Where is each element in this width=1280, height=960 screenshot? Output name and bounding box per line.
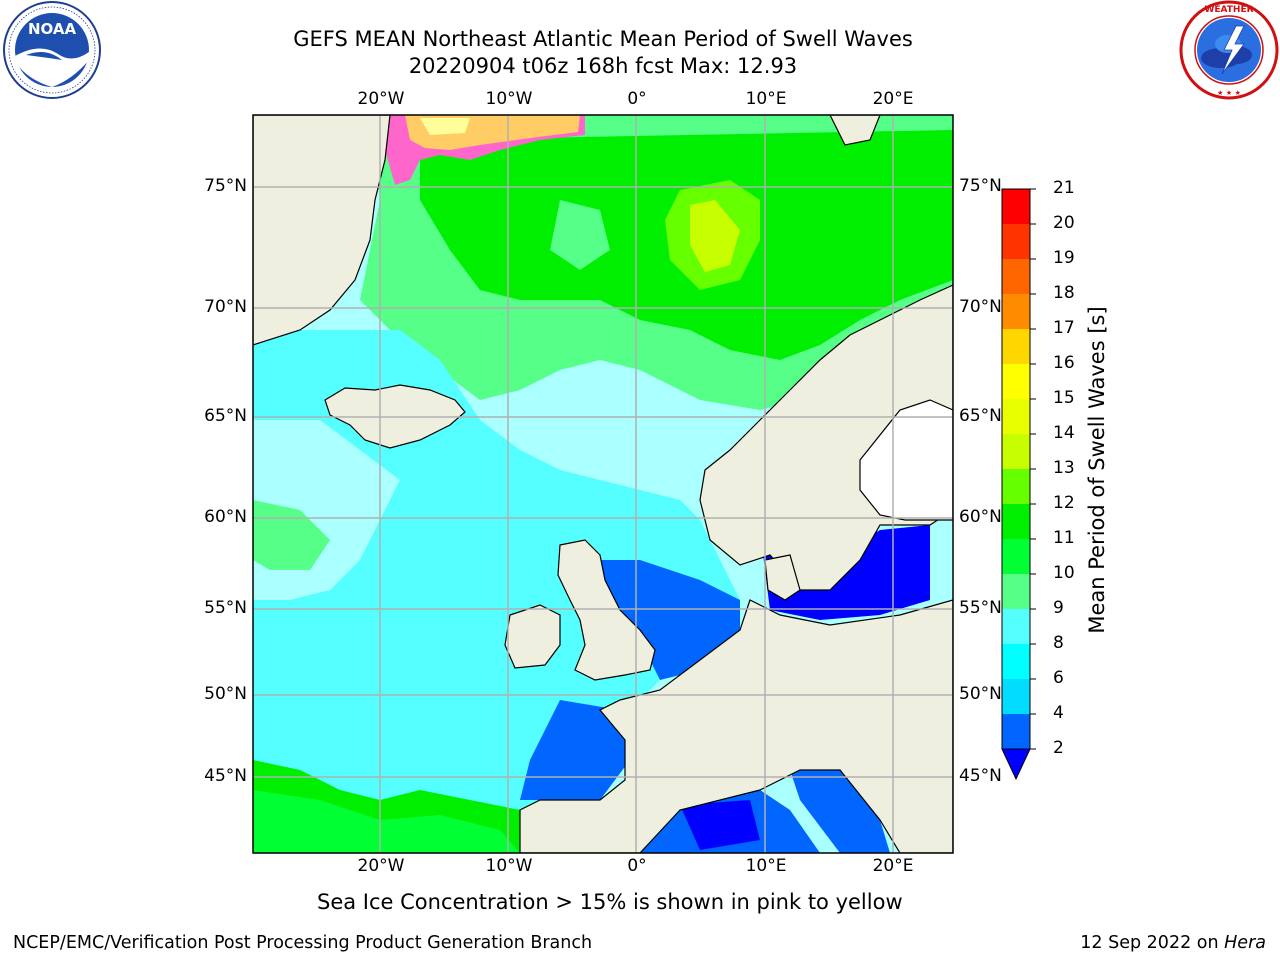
nws-logo: WEATHER ★ ★ ★ xyxy=(1179,0,1279,100)
colorbar-tick-label: 14 xyxy=(1053,423,1075,443)
colorbar-tick-label: 4 xyxy=(1053,703,1064,723)
lon-label-bottom: 0° xyxy=(627,856,647,876)
lat-label-right: 50°N xyxy=(959,684,1002,704)
lat-label-left: 45°N xyxy=(204,766,247,786)
colorbar-tick-label: 15 xyxy=(1053,388,1075,408)
colorbar-tick-label: 12 xyxy=(1053,493,1075,513)
colorbar-segment xyxy=(1002,329,1030,365)
colorbar-segment xyxy=(1002,399,1030,435)
lat-label-left: 75°N xyxy=(204,176,247,196)
colorbar-tick-label: 11 xyxy=(1053,528,1075,548)
lon-label-top: 20°W xyxy=(357,89,405,109)
colorbar-tick-label: 6 xyxy=(1053,668,1064,688)
lon-label-bottom: 10°W xyxy=(485,856,533,876)
colorbar-segment xyxy=(1002,259,1030,295)
footer-machine: Hera xyxy=(1224,933,1266,953)
colorbar-tick-label: 17 xyxy=(1053,318,1075,338)
colorbar xyxy=(1001,188,1036,781)
colorbar-tick-label: 10 xyxy=(1053,563,1075,583)
map-title: GEFS MEAN Northeast Atlantic Mean Period… xyxy=(293,27,913,51)
colorbar-tick-label: 18 xyxy=(1053,283,1075,303)
lon-label-top: 10°E xyxy=(745,89,787,109)
map-subtitle: 20220904 t06z 168h fcst Max: 12.93 xyxy=(408,54,798,78)
lon-label-bottom: 10°E xyxy=(745,856,787,876)
lon-label-top: 10°W xyxy=(485,89,533,109)
colorbar-label: Mean Period of Swell Waves [s] xyxy=(1085,306,1109,634)
footer-date: 12 Sep 2022 on Hera xyxy=(1080,933,1266,953)
graticule xyxy=(253,115,953,853)
colorbar-tick-label: 20 xyxy=(1053,213,1075,233)
lat-label-right: 45°N xyxy=(959,766,1002,786)
colorbar-segment xyxy=(1002,644,1030,680)
colorbar-segment xyxy=(1002,469,1030,505)
lat-label-right: 60°N xyxy=(959,507,1002,527)
lat-label-left: 60°N xyxy=(204,507,247,527)
footer-credit: NCEP/EMC/Verification Post Processing Pr… xyxy=(13,933,593,953)
colorbar-segment xyxy=(1002,609,1030,645)
colorbar-segment xyxy=(1002,504,1030,540)
lat-label-right: 55°N xyxy=(959,598,1002,618)
colorbar-segment xyxy=(1002,189,1030,225)
lat-label-left: 65°N xyxy=(204,406,247,426)
lat-label-left: 70°N xyxy=(204,297,247,317)
colorbar-tick-label: 19 xyxy=(1053,248,1075,268)
lat-label-left: 55°N xyxy=(204,598,247,618)
lon-label-top: 0° xyxy=(627,89,647,109)
colorbar-segment xyxy=(1002,679,1030,715)
svg-text:NOAA: NOAA xyxy=(28,20,77,38)
noaa-logo: NOAA xyxy=(3,1,101,99)
colorbar-tick-label: 21 xyxy=(1053,178,1075,198)
colorbar-segment xyxy=(1002,539,1030,575)
sea-ice-note: Sea Ice Concentration > 15% is shown in … xyxy=(317,890,903,914)
svg-text:★ ★ ★: ★ ★ ★ xyxy=(1217,89,1241,97)
colorbar-segment xyxy=(1002,574,1030,610)
lon-label-bottom: 20°W xyxy=(357,856,405,876)
lat-label-right: 65°N xyxy=(959,406,1002,426)
lat-label-right: 75°N xyxy=(959,176,1002,196)
lat-label-left: 50°N xyxy=(204,684,247,704)
colorbar-tick-label: 8 xyxy=(1053,633,1064,653)
colorbar-segment xyxy=(1002,294,1030,330)
colorbar-segment xyxy=(1002,714,1030,750)
svg-text:WEATHER: WEATHER xyxy=(1204,5,1253,15)
colorbar-extend-triangle xyxy=(1001,748,1031,781)
lon-label-top: 20°E xyxy=(872,89,914,109)
colorbar-segment xyxy=(1002,224,1030,260)
colorbar-tick-label: 2 xyxy=(1053,738,1064,758)
lon-label-bottom: 20°E xyxy=(872,856,914,876)
colorbar-segment xyxy=(1002,364,1030,400)
colorbar-tick-label: 9 xyxy=(1053,598,1064,618)
colorbar-tick-label: 16 xyxy=(1053,353,1075,373)
colorbar-segment xyxy=(1002,434,1030,470)
footer-date-text: 12 Sep 2022 on xyxy=(1080,933,1225,953)
colorbar-tick-label: 13 xyxy=(1053,458,1075,478)
lat-label-right: 70°N xyxy=(959,297,1002,317)
